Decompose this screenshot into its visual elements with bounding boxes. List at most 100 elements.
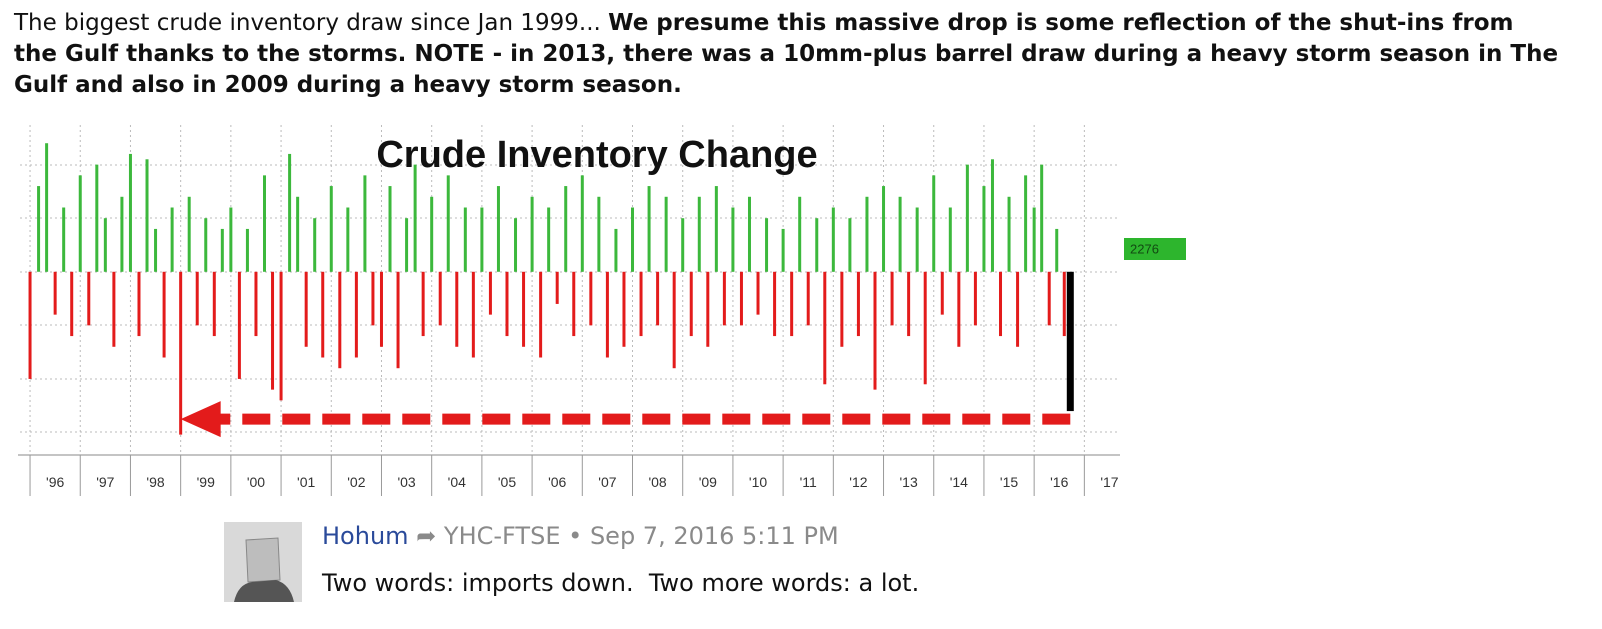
bar <box>614 228 618 272</box>
bar <box>722 271 726 326</box>
bar <box>790 271 794 337</box>
bar <box>371 271 375 326</box>
bar <box>179 271 183 435</box>
bar <box>622 271 626 347</box>
bar <box>1062 271 1066 337</box>
bar <box>1066 271 1074 412</box>
bar <box>170 207 174 272</box>
bar <box>672 271 676 369</box>
x-tick-label: '14 <box>950 474 968 490</box>
x-tick-label: '13 <box>900 474 918 490</box>
bar <box>195 271 199 326</box>
bar <box>471 271 475 358</box>
bar <box>572 271 576 337</box>
bar <box>220 228 224 272</box>
x-tick-label: '09 <box>699 474 717 490</box>
author[interactable]: Hohum <box>322 522 409 550</box>
chart: '96 '97 '98 '99 '00 '01 '02 '03 '04 '05 '06 '07 '08 '… <box>15 118 1190 498</box>
bar <box>973 271 977 326</box>
bar <box>965 164 969 272</box>
bar <box>505 271 509 337</box>
post-text: The biggest crude inventory draw since J… <box>14 8 1559 101</box>
bar <box>245 228 249 272</box>
bar <box>229 207 233 272</box>
bar <box>112 271 116 347</box>
comment-text: Two words: imports down. Two more words:… <box>322 569 920 597</box>
bar <box>1047 271 1051 326</box>
emphasis: We presume this massive drop is some ref… <box>14 10 1559 98</box>
bar <box>304 271 308 347</box>
bar <box>321 271 325 358</box>
bar <box>940 271 944 315</box>
bar <box>647 186 651 272</box>
bar <box>62 207 66 272</box>
bar <box>756 271 760 315</box>
bar <box>915 207 919 272</box>
bar <box>580 175 584 272</box>
x-tick-label: '01 <box>297 474 315 490</box>
bar <box>840 271 844 347</box>
bar <box>187 196 191 272</box>
arrow-head <box>180 401 221 438</box>
bar <box>605 271 609 358</box>
bar <box>882 186 886 272</box>
bar <box>413 164 417 272</box>
bar <box>379 271 383 347</box>
x-tick-label: '11 <box>800 474 817 490</box>
bar <box>87 271 91 326</box>
bar <box>480 207 484 272</box>
bar <box>263 175 267 272</box>
bar <box>1007 196 1011 272</box>
bar <box>237 271 241 379</box>
bar <box>1055 228 1059 272</box>
bar <box>120 196 124 272</box>
x-tick-label: '06 <box>548 474 566 490</box>
bar <box>354 271 358 358</box>
x-tick-label: '96 <box>46 474 64 490</box>
chart-bg <box>15 118 1190 498</box>
h-grid <box>20 164 1120 433</box>
bar <box>363 175 367 272</box>
bar <box>957 271 961 347</box>
bar <box>815 218 819 272</box>
bar <box>848 218 852 272</box>
x-tick-label: '07 <box>598 474 616 490</box>
bar <box>798 196 802 272</box>
x-tick-label: '00 <box>247 474 265 490</box>
bar <box>204 218 208 272</box>
bar <box>856 271 860 337</box>
bar <box>405 218 409 272</box>
bar <box>890 271 894 326</box>
x-tick-label: '04 <box>448 474 466 490</box>
bar <box>1016 271 1020 347</box>
reply-to[interactable]: YHC-FTSE <box>443 522 561 550</box>
x-tick-label: '12 <box>849 474 867 490</box>
bar <box>747 196 751 272</box>
reply-icon: ➦ <box>416 522 437 550</box>
x-tick-label: '97 <box>96 474 114 490</box>
bar <box>438 271 442 326</box>
bar <box>271 271 275 390</box>
bar <box>279 271 283 401</box>
bar <box>154 228 158 272</box>
bar <box>78 175 82 272</box>
bar <box>1040 164 1044 272</box>
bar <box>530 196 534 272</box>
bar <box>664 196 668 272</box>
x-tick-label: '03 <box>397 474 415 490</box>
bar <box>45 143 49 272</box>
timestamp[interactable]: Sep 7, 2016 5:11 PM <box>589 522 839 550</box>
bar <box>982 186 986 272</box>
bar <box>806 271 810 326</box>
marks: '96 '97 '98 '99 '00 '01 '02 '03 '04 '05 '06 '07 '08 '… <box>28 125 1119 496</box>
comment-meta: Hohum ➦ YHC-FTSE • Sep 7, 2016 5:11 PM <box>322 522 839 550</box>
bar <box>145 159 149 272</box>
bar <box>488 271 492 315</box>
bar <box>714 186 718 272</box>
x-tick-label: '98 <box>146 474 164 490</box>
bar <box>990 159 994 272</box>
bar <box>463 207 467 272</box>
avatar[interactable] <box>224 522 302 602</box>
bar <box>421 271 425 337</box>
